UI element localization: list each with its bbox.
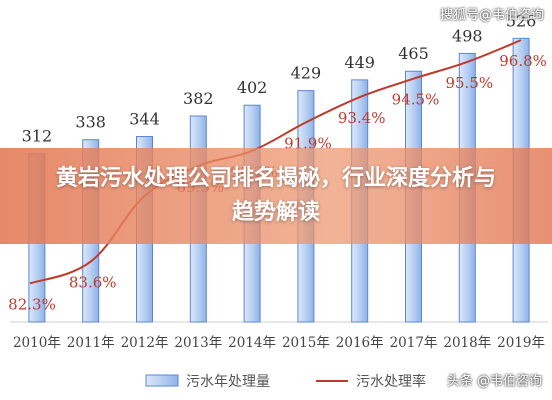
x-tick-label: 2016年 — [336, 335, 384, 351]
x-tick-label: 2014年 — [228, 335, 276, 351]
banner-title: 黄岩污水处理公司排名揭秘，行业深度分析与趋势解读 — [55, 166, 496, 225]
legend-swatch-bar — [145, 374, 179, 387]
x-tick-label: 2013年 — [174, 335, 222, 351]
bar-value-label: 465 — [398, 44, 429, 63]
x-tick-label: 2011年 — [67, 335, 115, 351]
x-tick-label: 2015年 — [282, 335, 330, 351]
x-tick-label: 2012年 — [121, 335, 169, 351]
bar-value-label: 449 — [344, 53, 375, 72]
rate-value-label: 82.3% — [8, 295, 56, 313]
bar-value-label: 344 — [129, 109, 160, 128]
x-tick-label: 2017年 — [390, 335, 438, 351]
x-tick-label: 2019年 — [497, 335, 545, 351]
bar-value-label: 429 — [291, 64, 322, 83]
rate-value-label: 95.5% — [445, 74, 493, 92]
bar-value-label: 498 — [452, 26, 483, 45]
legend-label-line: 污水处理率 — [356, 373, 426, 390]
bar-value-label: 338 — [75, 113, 106, 132]
bar-value-label: 402 — [237, 78, 268, 97]
bar-value-label: 382 — [183, 89, 214, 108]
x-tick-label: 2018年 — [443, 335, 491, 351]
legend-label-bar: 污水年处理量 — [186, 374, 270, 390]
rate-value-label: 83.6% — [69, 274, 117, 292]
rate-value-label: 93.4% — [338, 109, 386, 127]
legend: 污水年处理量 污水处理率 — [145, 373, 426, 390]
rate-value-label: 94.5% — [392, 91, 440, 109]
watermark-bottom: 头条 @韦伯咨询 — [446, 374, 542, 389]
title-banner: 黄岩污水处理公司排名揭秘，行业深度分析与趋势解读 — [0, 148, 552, 244]
rate-value-label: 91.9% — [284, 134, 332, 152]
bar-value-label: 312 — [22, 127, 53, 146]
rate-value-label: 96.8% — [499, 52, 547, 70]
watermark-top: 搜狐号@韦伯咨询 — [439, 8, 544, 23]
x-tick-label: 2010年 — [13, 335, 61, 351]
bar-value-label: 526 — [506, 11, 537, 30]
